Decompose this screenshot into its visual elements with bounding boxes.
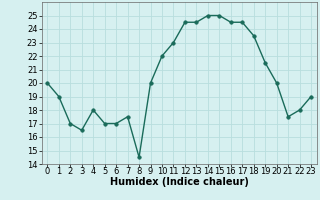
X-axis label: Humidex (Indice chaleur): Humidex (Indice chaleur) [110,177,249,187]
